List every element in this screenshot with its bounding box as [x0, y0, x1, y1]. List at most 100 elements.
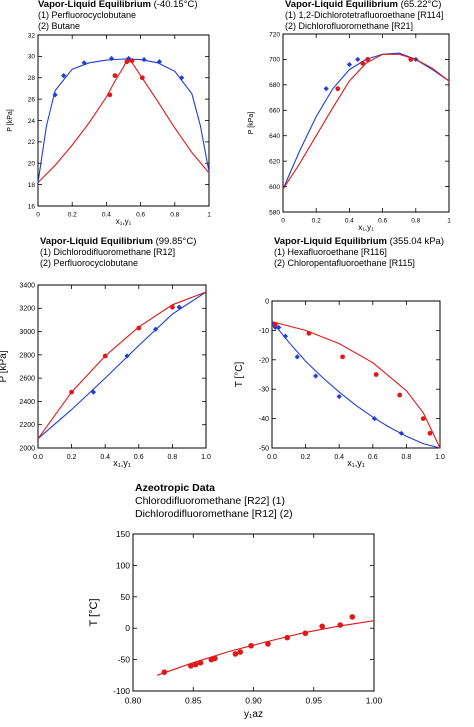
- data-point-blue: [108, 55, 115, 62]
- data-point-blue: [156, 59, 163, 65]
- data-point-blue: [141, 56, 147, 63]
- x-tick-label: 0: [281, 218, 285, 225]
- data-point-blue: [313, 373, 319, 379]
- y-tick-label: 32: [28, 32, 36, 39]
- x-tick-label: 0.80: [125, 696, 142, 706]
- y-tick-label: 0: [125, 623, 130, 633]
- data-point-red: [197, 659, 204, 666]
- data-point-red: [188, 663, 194, 669]
- data-point-red: [365, 57, 371, 62]
- chart-panel-1: Vapor-Liquid Equilibrium (-40.15°C)(1) P…: [7, 0, 211, 226]
- x-tick-label: 1: [207, 212, 211, 219]
- x-tick-label: 0.95: [305, 696, 322, 706]
- data-point-blue: [179, 75, 185, 81]
- data-point-blue: [294, 354, 300, 360]
- y-tick-label: 2600: [19, 376, 35, 383]
- data-point-red: [212, 655, 218, 662]
- data-point-red: [408, 57, 414, 62]
- series-red-curve: [282, 53, 450, 190]
- plot-frame: [132, 533, 375, 692]
- x-tick-label: 0.2: [312, 218, 321, 225]
- legend-line-1: (1) Dichlorodifluoromethane [R12]: [40, 247, 175, 257]
- chart-title-rest: (355.04 kPa): [387, 236, 444, 247]
- data-point-blue: [355, 56, 361, 63]
- data-point-red: [124, 59, 130, 65]
- x-tick-label: 0.0: [33, 454, 43, 461]
- y-tick-label: 2400: [19, 399, 35, 406]
- series-blue-curve: [271, 321, 441, 449]
- data-point-blue: [371, 416, 378, 422]
- y-tick-label: 0: [265, 298, 269, 305]
- chart-title-rest: (65.22°C): [398, 0, 441, 10]
- y-tick-label: 680: [269, 82, 280, 89]
- data-point-red: [69, 389, 74, 395]
- series-blue-curve: [282, 52, 450, 190]
- data-point-red: [284, 634, 291, 641]
- x-axis-label: y₁az: [244, 709, 263, 720]
- data-point-red: [373, 372, 379, 377]
- x-tick-label: 1.0: [201, 454, 211, 461]
- data-point-blue: [346, 61, 352, 68]
- x-tick-label: 0.6: [378, 218, 387, 225]
- data-point-blue: [124, 353, 130, 359]
- x-tick-label: 1: [447, 218, 451, 225]
- data-point-red: [272, 322, 278, 327]
- y-tick-label: 3200: [19, 306, 35, 313]
- data-point-red: [427, 430, 433, 436]
- y-tick-label: 22: [28, 139, 36, 146]
- chart-title-bold: Vapor-Liquid Equilibrium: [38, 0, 151, 10]
- legend-line-2: (2) Butane: [38, 21, 80, 31]
- data-point-red: [112, 73, 118, 79]
- data-point-blue: [398, 430, 404, 436]
- plot-frame: [37, 284, 207, 449]
- data-point-blue: [153, 326, 159, 332]
- chart-title: Vapor-Liquid Equilibrium (355.04 kPa): [274, 236, 444, 247]
- data-point-red: [397, 392, 403, 398]
- plot-frame: [282, 33, 450, 213]
- y-tick-label: 3000: [19, 329, 35, 336]
- y-tick-label: -50: [259, 445, 269, 452]
- x-tick-label: 0.4: [334, 454, 344, 461]
- y-tick-label: 30: [28, 54, 36, 61]
- y-axis-label: P [kPa]: [0, 350, 9, 382]
- x-tick-label: 0.8: [402, 454, 412, 461]
- data-point-blue: [276, 324, 282, 331]
- x-tick-label: 0.4: [100, 454, 110, 461]
- plot-frame: [271, 300, 441, 449]
- chart-title-rest: (99.85°C): [153, 236, 196, 247]
- data-point-red: [129, 58, 135, 64]
- y-tick-label: 720: [269, 31, 280, 38]
- data-point-blue: [176, 304, 182, 310]
- data-point-blue: [323, 86, 329, 92]
- data-point-blue: [272, 324, 278, 331]
- y-tick-label: 20: [28, 161, 36, 168]
- data-point-red: [340, 354, 345, 360]
- chart-title-bold: Vapor-Liquid Equilibrium: [274, 236, 387, 247]
- legend-line-2: (2) Dichlorofluoromethane [R21]: [285, 21, 413, 31]
- x-axis-label: x₁,y₁: [358, 223, 374, 232]
- y-tick-label: -20: [259, 357, 269, 364]
- x-tick-label: 1.00: [366, 696, 383, 706]
- x-tick-label: 0.6: [134, 454, 144, 461]
- legend-line-1: (1) Perfluorocyclobutane: [38, 10, 136, 20]
- x-tick-label: 0.8: [411, 218, 420, 225]
- y-axis-label: P [kPa]: [248, 112, 255, 134]
- chart-panel-3: Vapor-Liquid Equilibrium (99.85°C)(1) Di…: [0, 236, 211, 468]
- x-tick-label: 0.4: [102, 212, 111, 219]
- series-red-curve: [37, 291, 207, 440]
- x-tick-label: 0.6: [136, 212, 145, 219]
- y-tick-label: 580: [269, 209, 280, 216]
- chart-title-bold: Vapor-Liquid Equilibrium: [285, 0, 398, 10]
- legend-line-2: (2) Chloropentafluoroethane [R115]: [274, 258, 415, 268]
- data-point-red: [161, 669, 168, 675]
- data-point-blue: [282, 333, 289, 339]
- legend-line-1: (1) Hexafluoroethane [R116]: [274, 247, 387, 257]
- y-tick-label: 700: [269, 57, 280, 64]
- data-point-red: [107, 92, 113, 98]
- chart-title: Vapor-Liquid Equilibrium (-40.15°C): [38, 0, 198, 10]
- y-tick-label: -50: [118, 655, 131, 665]
- data-point-red: [139, 75, 145, 81]
- data-point-red: [265, 641, 271, 647]
